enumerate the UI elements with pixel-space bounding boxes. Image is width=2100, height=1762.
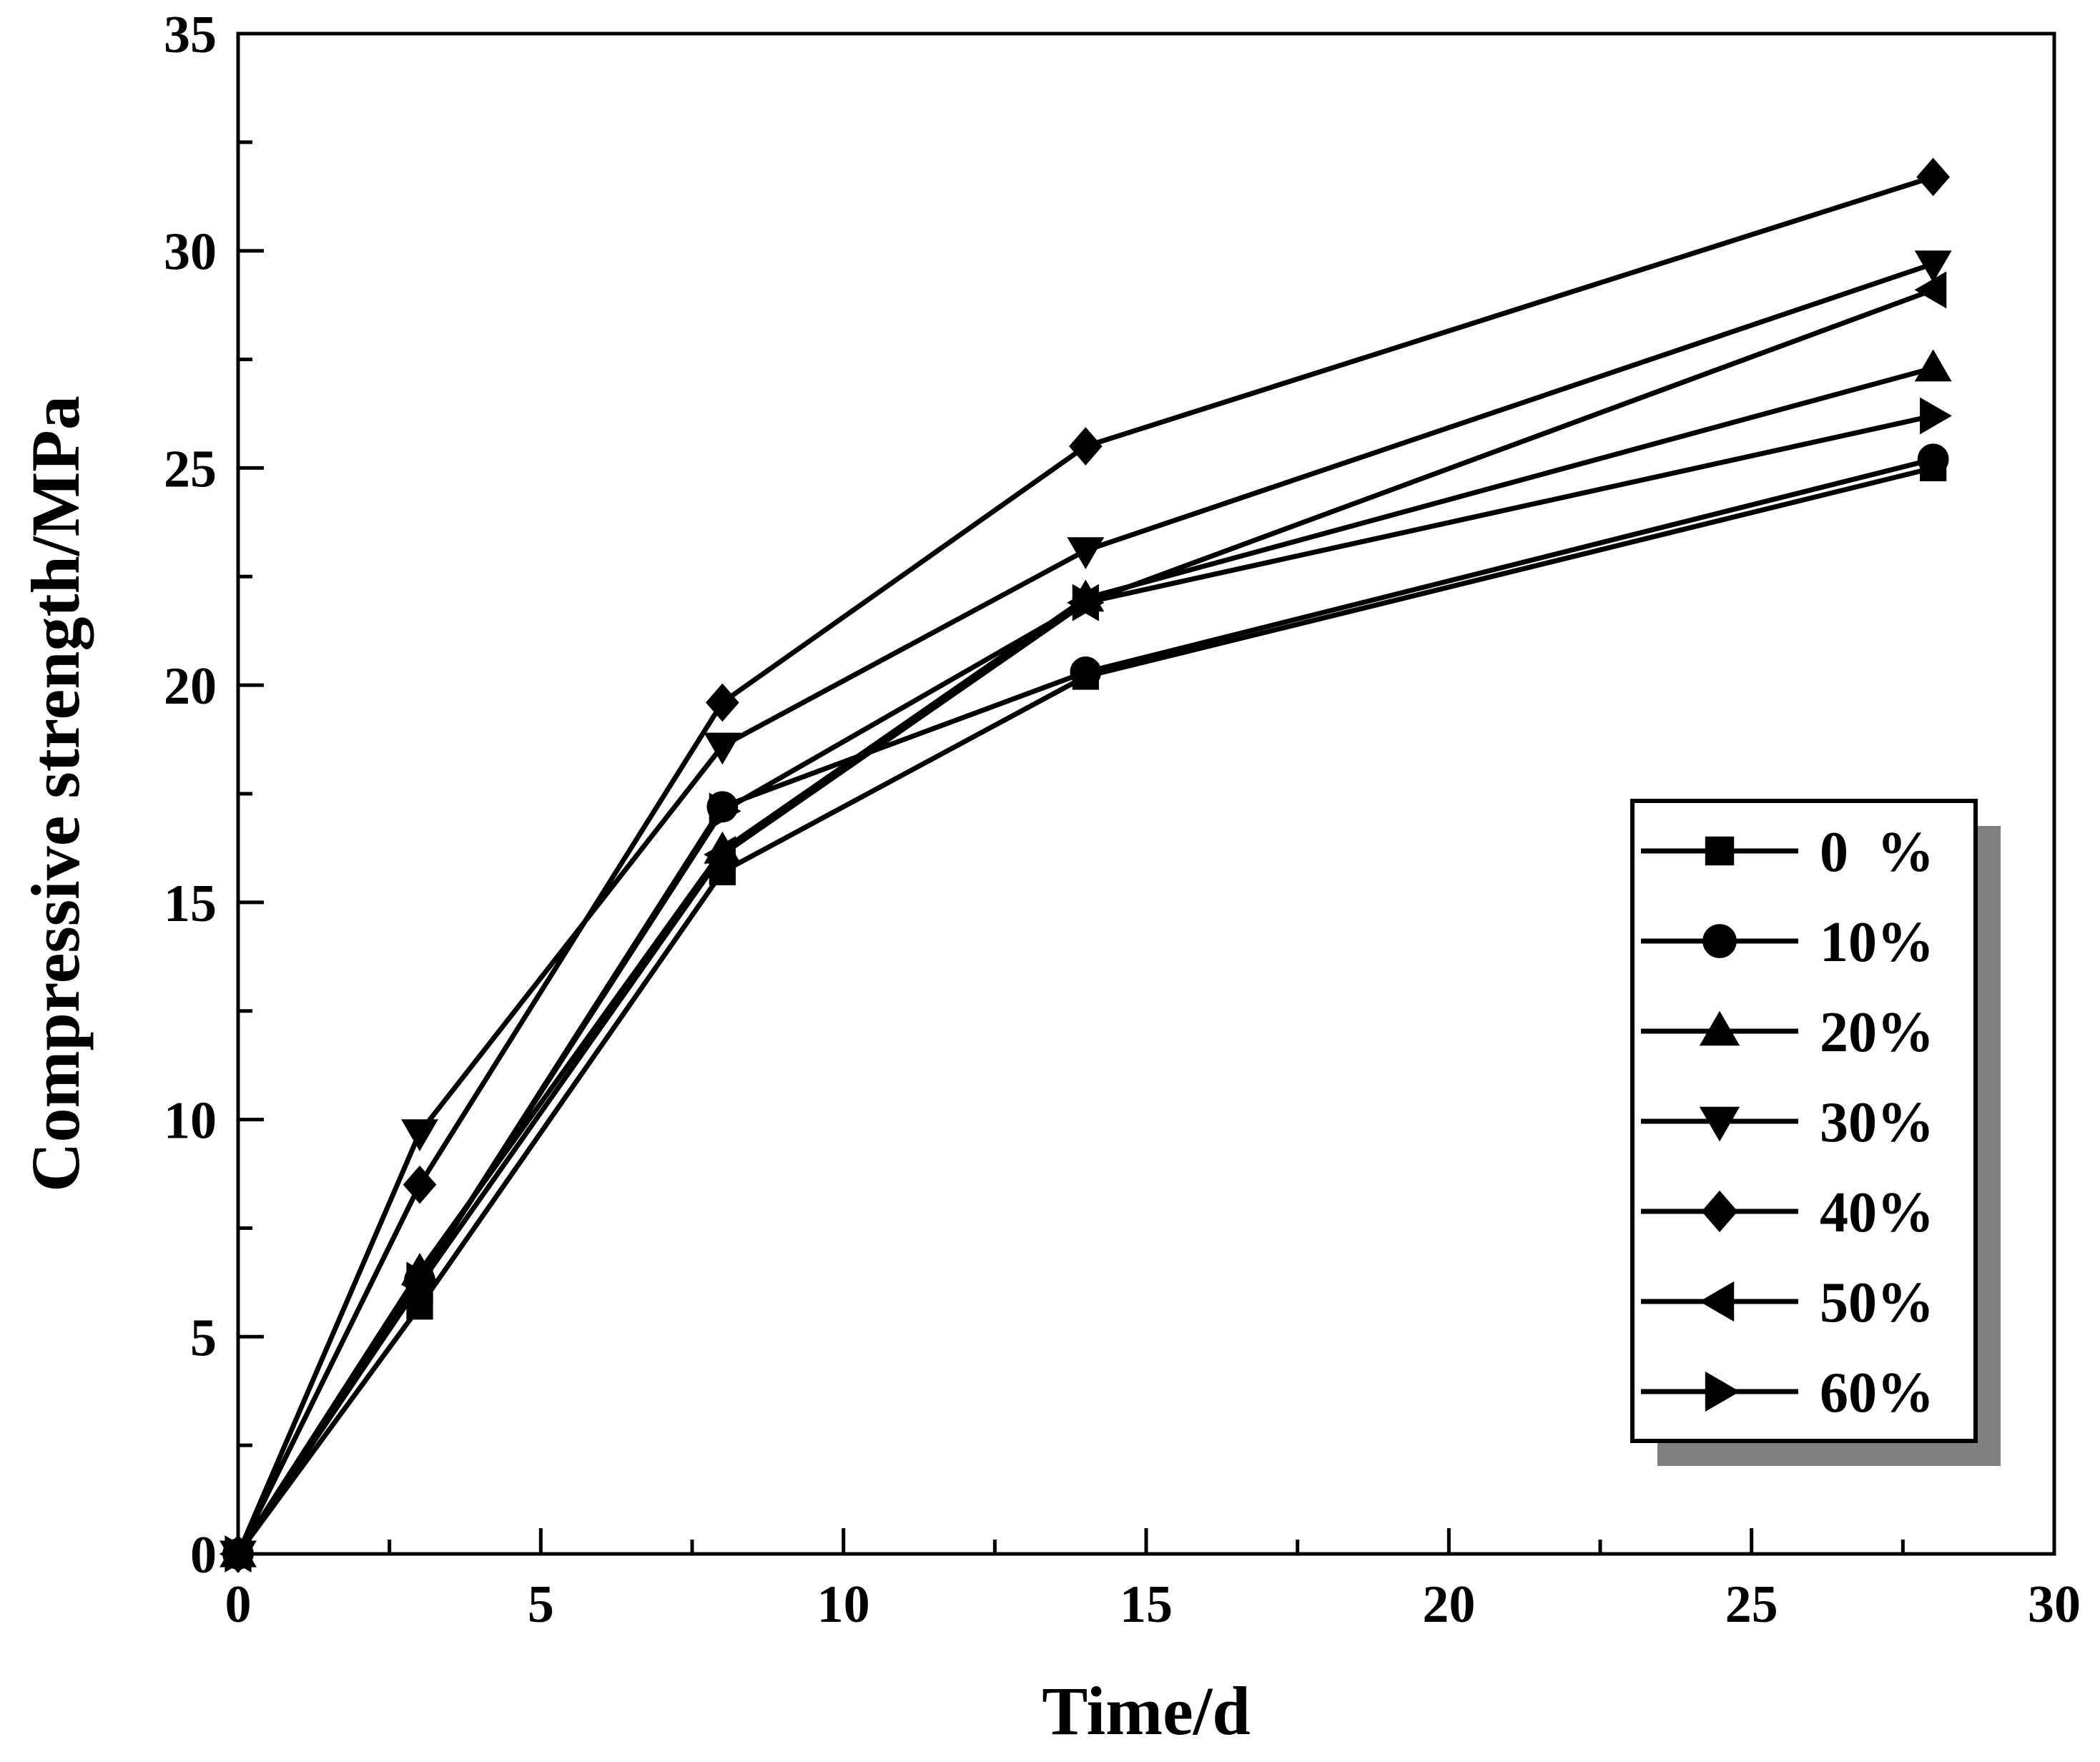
series-7 (225, 397, 1952, 1572)
legend-label: 60% (1820, 1362, 1934, 1424)
marker-diamond (403, 1165, 437, 1204)
marker-triangle-right (406, 1261, 439, 1299)
marker-triangle-left (1914, 271, 1947, 309)
x-tick-label: 10 (817, 1575, 870, 1634)
marker-square (1705, 836, 1735, 866)
x-tick-label: 30 (2028, 1575, 2081, 1634)
legend: 0 % 10% 20% 30% 40% 50% 60% (1630, 799, 2001, 1466)
axis-ticks (236, 31, 2056, 1556)
series-layer (219, 157, 1952, 1573)
marker-triangle-down (704, 732, 741, 765)
legend-label: 10% (1820, 911, 1934, 974)
y-tick-label: 0 (190, 1526, 217, 1585)
legend-item: 60% (1641, 1362, 1934, 1424)
y-tick-label: 5 (190, 1309, 217, 1367)
x-tick-label: 20 (1422, 1575, 1475, 1634)
marker-circle (1702, 924, 1737, 958)
legend-item: 40% (1641, 1181, 1934, 1244)
legend-item: 0 % (1641, 821, 1934, 884)
y-axis-title: Compressive strength/MPa (17, 395, 94, 1192)
x-tick-label: 25 (1725, 1575, 1778, 1634)
marker-triangle-up (1914, 349, 1952, 382)
marker-triangle-left (704, 836, 736, 873)
legend-item: 30% (1641, 1091, 1934, 1154)
marker-circle (1070, 656, 1102, 688)
legend-label: 40% (1820, 1181, 1934, 1244)
marker-diamond (1701, 1190, 1738, 1233)
marker-triangle-left (1699, 1281, 1735, 1322)
marker-diamond (1069, 427, 1103, 466)
y-tick-label: 10 (164, 1092, 217, 1151)
legend-label: 20% (1820, 1001, 1934, 1064)
marker-triangle-right (1705, 1371, 1740, 1412)
legend-label: 50% (1820, 1271, 1934, 1334)
marker-triangle-right (225, 1535, 257, 1572)
marker-triangle-right (1920, 397, 1952, 435)
marker-triangle-right (1072, 584, 1105, 621)
x-tick-label: 15 (1120, 1575, 1173, 1634)
y-tick-label: 35 (164, 6, 217, 64)
legend-item: 20% (1641, 1001, 1934, 1064)
x-tick-label: 0 (225, 1575, 252, 1634)
marker-triangle-right (709, 792, 741, 830)
marker-triangle-down (1067, 537, 1105, 570)
x-tick-label: 5 (528, 1575, 554, 1634)
legend-item: 10% (1641, 911, 1934, 974)
marker-triangle-down (401, 1119, 438, 1151)
marker-diamond (1916, 157, 1950, 197)
marker-diamond (706, 683, 739, 722)
legend-label: 0 % (1820, 821, 1934, 884)
y-tick-label: 30 (164, 223, 217, 282)
y-tick-label: 25 (164, 440, 217, 498)
marker-triangle-up (1699, 1010, 1740, 1046)
axis-tick-labels: 0 5 10 15 20 25 30 0 5 10 15 20 25 30 35 (164, 6, 2081, 1634)
marker-circle (1917, 443, 1949, 476)
marker-triangle-down (1914, 250, 1952, 283)
marker-triangle-down (1699, 1106, 1740, 1142)
y-tick-label: 20 (164, 657, 217, 716)
series-4 (220, 250, 1952, 1573)
legend-item: 50% (1641, 1271, 1934, 1334)
legend-label: 30% (1820, 1091, 1934, 1154)
x-axis-title: Time/d (1042, 1673, 1251, 1749)
y-tick-label: 15 (164, 875, 217, 933)
